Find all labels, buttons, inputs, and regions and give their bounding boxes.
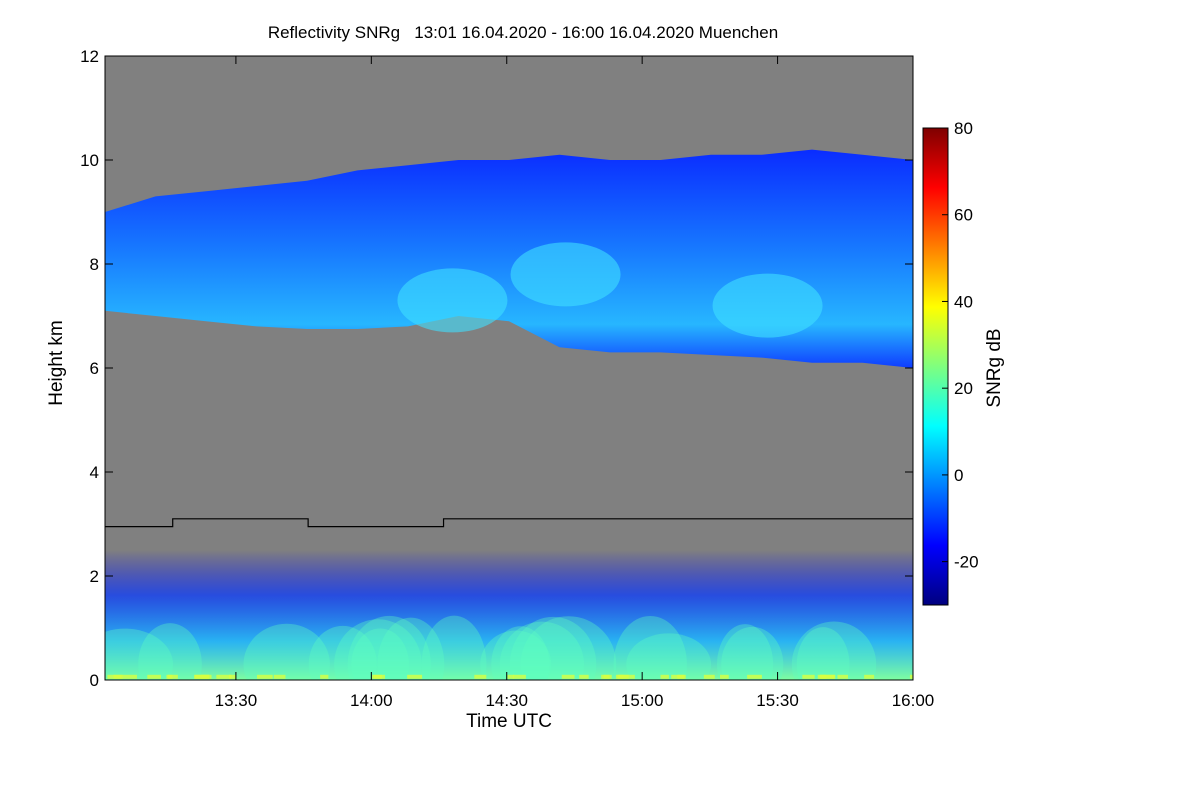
x-tick-label: 13:30	[215, 691, 258, 710]
surface-echo	[619, 674, 635, 679]
y-tick-label: 6	[90, 359, 99, 378]
surface-echo	[320, 674, 329, 679]
boundary-layer-plume	[351, 628, 409, 680]
y-axis-label: Height km	[46, 320, 67, 406]
boundary-layer-plume	[138, 623, 202, 680]
surface-echo	[719, 674, 729, 679]
y-tick-label: 8	[90, 255, 99, 274]
surface-echo	[660, 674, 669, 679]
cloud-layer-echo	[105, 149, 913, 368]
x-axis-label: Time UTC	[466, 711, 552, 732]
cloud-core	[712, 273, 823, 338]
surface-echo	[507, 674, 514, 679]
y-tick-label: 2	[90, 567, 99, 586]
boundary-layer-plume	[499, 621, 585, 680]
cloud-core	[397, 268, 508, 333]
colorbar-tick-label: 0	[954, 466, 963, 485]
surface-echo	[703, 674, 715, 679]
surface-echo	[407, 674, 423, 679]
x-axis: 13:30 14:00 14:30 15:00 15:30 16:00	[215, 56, 935, 710]
colorbar-tick-label: -20	[954, 553, 979, 572]
surface-echo	[194, 674, 210, 679]
surface-echo	[167, 674, 178, 679]
x-tick-label: 16:00	[892, 691, 935, 710]
boundary-layer-plume	[377, 617, 445, 680]
colorbar-tick-label: 80	[954, 119, 973, 138]
surface-echo	[147, 674, 161, 679]
y-axis: 0 2 4 6 8 10 12	[80, 47, 913, 690]
surface-echo	[257, 674, 273, 679]
boundary-layer-plume	[509, 616, 597, 680]
boundary-layer-plume	[308, 625, 377, 680]
boundary-layer-plume	[721, 626, 784, 680]
y-tick-label: 10	[80, 151, 99, 170]
colorbar-tick-label: 60	[954, 206, 973, 225]
cloud-core	[510, 242, 621, 307]
surface-echo	[107, 674, 123, 679]
boundary-layer-plume	[421, 615, 487, 680]
boundary-layer-plume	[613, 615, 687, 680]
boundary-layer-plume	[520, 616, 617, 680]
surface-echo	[671, 674, 685, 679]
surface-echo	[802, 674, 815, 679]
colorbar-tick-label: 40	[954, 292, 973, 311]
surface-echo	[166, 674, 173, 679]
surface-echo	[474, 674, 487, 679]
surface-echo	[273, 674, 286, 679]
boundary-layer-plume	[243, 623, 330, 680]
boundary-layer-plume	[347, 615, 431, 680]
surface-echo	[837, 674, 849, 679]
chart-title: Reflectivity SNRg 13:01 16.04.2020 - 16:…	[268, 23, 778, 42]
colorbar-tick-label: 20	[954, 379, 973, 398]
surface-echo	[864, 674, 875, 679]
boundary-layer-plume	[717, 624, 774, 680]
x-tick-label: 14:30	[485, 691, 528, 710]
surface-echo	[216, 674, 232, 679]
surface-echo	[909, 674, 913, 679]
colorbar-label: SNRg dB	[984, 328, 1005, 407]
surface-echo	[747, 674, 762, 679]
surface-echo	[603, 674, 612, 679]
surface-echo	[817, 674, 827, 679]
boundary-layer-plume	[796, 627, 850, 680]
y-tick-label: 0	[90, 671, 99, 690]
surface-echo	[561, 674, 575, 679]
colorbar: -20 0 20 40 60 80	[922, 119, 979, 606]
x-tick-label: 14:00	[350, 691, 393, 710]
boundary-layer-plume	[791, 621, 877, 680]
x-tick-label: 15:00	[621, 691, 664, 710]
surface-echo	[229, 674, 236, 679]
boundary-layer-echo	[105, 550, 913, 680]
boundary-layer-plume	[480, 630, 552, 680]
surface-echo	[372, 674, 383, 679]
boundary-layer-plume	[105, 628, 174, 680]
surface-echo	[579, 674, 589, 679]
boundary-layer-plume	[491, 626, 550, 680]
surface-echo	[820, 674, 836, 679]
x-tick-label: 15:30	[756, 691, 799, 710]
y-tick-label: 12	[80, 47, 99, 66]
y-tick-label: 4	[90, 463, 99, 482]
surface-echo	[121, 674, 137, 679]
step-line	[105, 518, 913, 528]
plot-area	[105, 56, 913, 680]
surface-echo	[512, 674, 526, 679]
colorbar-scale	[922, 127, 949, 606]
boundary-layer-plume	[334, 619, 422, 680]
boundary-layer-plume	[626, 633, 712, 680]
